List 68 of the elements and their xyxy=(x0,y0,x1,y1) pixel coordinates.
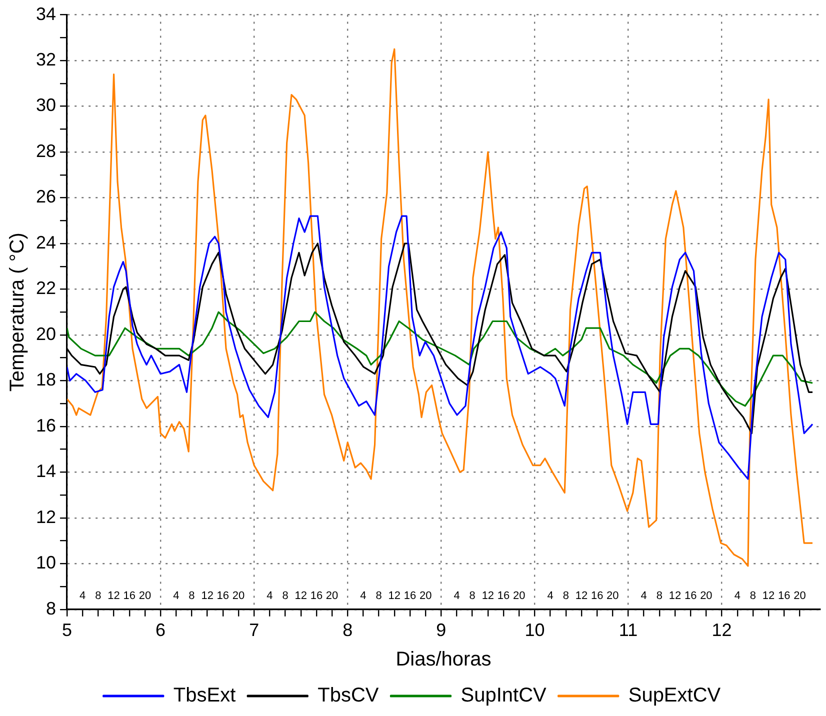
y-tick-label: 32 xyxy=(36,50,56,70)
annotation: 8 xyxy=(188,590,195,602)
legend-label: SupIntCV xyxy=(460,684,548,707)
annotation: 12 xyxy=(482,590,494,602)
annotation: 20 xyxy=(512,590,526,602)
annotation: 16 xyxy=(684,590,697,602)
y-tick-label: 26 xyxy=(36,186,56,207)
y-tick-label: 28 xyxy=(36,140,56,161)
annotation: 20 xyxy=(419,590,432,602)
y-tick-label: 12 xyxy=(36,506,56,527)
annotation: 20 xyxy=(794,590,806,602)
annotation: 12 xyxy=(762,590,775,602)
annotation: 8 xyxy=(750,590,756,602)
y-tick-label: 16 xyxy=(36,415,56,436)
annotation: 12 xyxy=(201,590,214,602)
x-tick-label: 5 xyxy=(62,620,72,640)
annotation: 16 xyxy=(497,590,510,602)
annotation: 12 xyxy=(575,590,588,602)
x-tick-label: 11 xyxy=(618,620,638,640)
x-tick-label: 12 xyxy=(712,620,732,640)
x-tick-label: 7 xyxy=(249,620,260,640)
y-tick-label: 22 xyxy=(36,278,56,298)
annotation: 4 xyxy=(547,590,554,602)
annotation: 4 xyxy=(360,590,366,602)
y-tick-label: 14 xyxy=(36,461,56,482)
annotation: 8 xyxy=(562,590,569,602)
y-tick-label: 24 xyxy=(36,232,56,252)
y-tick-label: 30 xyxy=(36,95,56,116)
y-tick-label: 34 xyxy=(36,4,56,24)
legend-label: TbsCV xyxy=(318,684,380,707)
annotation: 12 xyxy=(388,590,401,602)
legend-label: TbsExt xyxy=(173,684,236,707)
annotation: 8 xyxy=(656,590,662,602)
annotation: 16 xyxy=(778,590,790,602)
x-tick-label: 10 xyxy=(524,620,545,640)
annotation: 8 xyxy=(282,590,288,602)
annotation: 20 xyxy=(232,590,245,602)
annotation: 4 xyxy=(734,590,740,602)
x-tick-label: 8 xyxy=(342,620,353,640)
x-axis-title: Dias/horas xyxy=(396,648,492,671)
annotation: 16 xyxy=(404,590,416,602)
annotation: 12 xyxy=(108,590,120,602)
x-tick-label: 9 xyxy=(436,620,446,640)
annotation: 16 xyxy=(310,590,323,602)
annotation: 20 xyxy=(606,590,619,602)
annotation: 4 xyxy=(266,590,273,602)
annotation: 20 xyxy=(326,590,338,602)
y-tick-label: 20 xyxy=(36,324,56,344)
annotation: 4 xyxy=(640,590,647,602)
annotation: 20 xyxy=(138,590,152,602)
legend-label: SupExtCV xyxy=(628,684,722,707)
annotation: 16 xyxy=(216,590,230,602)
y-tick-label: 18 xyxy=(36,370,56,390)
annotation: 12 xyxy=(668,590,682,602)
y-tick-label: 8 xyxy=(46,598,56,618)
annotation: 8 xyxy=(469,590,476,602)
y-tick-label: 10 xyxy=(36,552,56,573)
annotation: 8 xyxy=(376,590,382,602)
annotation: 16 xyxy=(590,590,604,602)
annotation: 4 xyxy=(454,590,460,602)
annotation: 16 xyxy=(123,590,136,602)
annotation: 20 xyxy=(700,590,712,602)
y-axis-title: Temperatura ( °C) xyxy=(6,232,29,392)
annotation: 12 xyxy=(294,590,307,602)
annotation: 8 xyxy=(95,590,102,602)
x-tick-label: 6 xyxy=(156,620,166,640)
annotation: 4 xyxy=(80,590,86,602)
annotation: 4 xyxy=(173,590,180,602)
